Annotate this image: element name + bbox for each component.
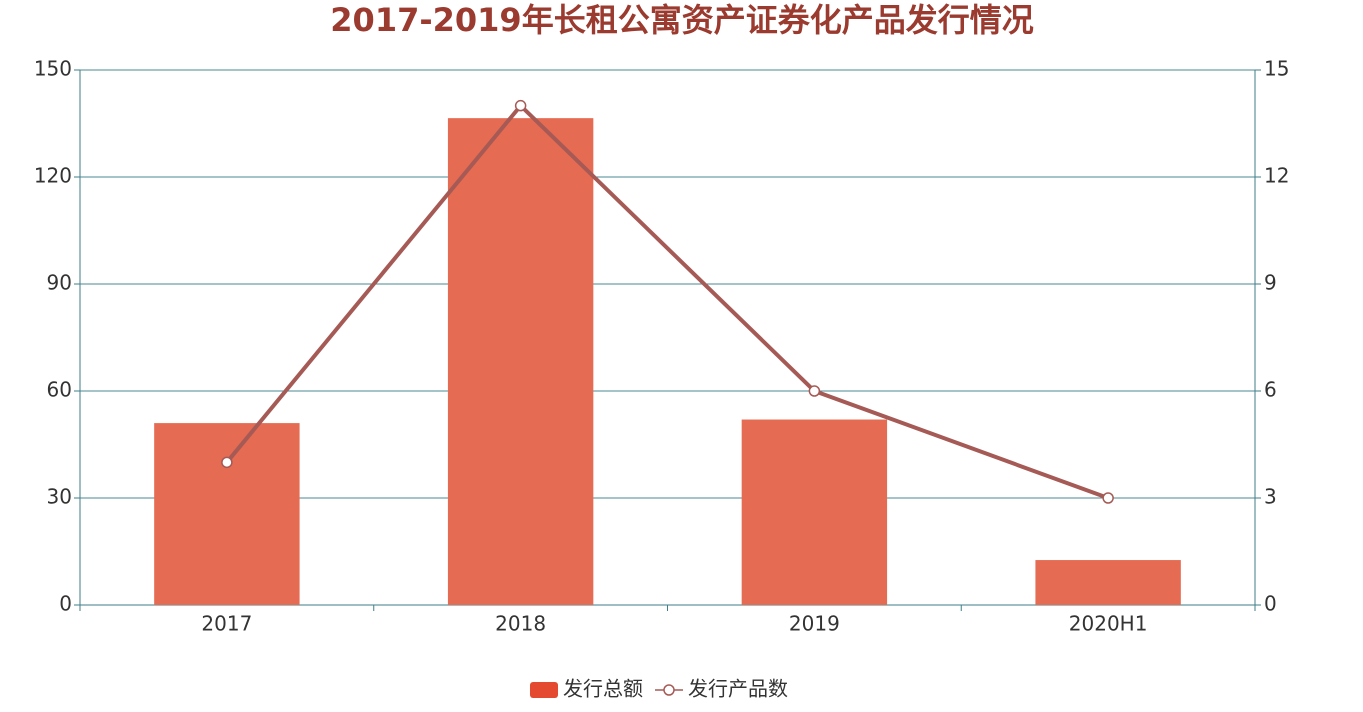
line-point [1102,492,1114,504]
line [225,102,1109,500]
legend-label: 发行总额 [563,677,643,701]
line-point [514,99,527,112]
bar [447,118,594,606]
y2-tick-label: 3 [1264,485,1277,509]
y2-tick-label: 15 [1264,57,1289,81]
bar [154,423,300,605]
y-tick-label: 120 [34,164,72,188]
legend-item[interactable]: 发行产品数 [655,677,788,701]
y2-tick-label: 9 [1264,271,1277,295]
line-point [808,385,821,397]
legend-label: 发行产品数 [688,677,788,701]
bar [741,419,888,605]
bar [1035,560,1181,605]
y-tick-label: 90 [47,271,72,295]
y-tick-label: 60 [47,378,72,402]
legend-swatch [530,682,558,698]
x-tick-label: 2018 [495,612,546,636]
y-tick-label: 30 [47,485,72,509]
legend-swatch [663,684,675,696]
x-tick-label: 2019 [789,612,840,636]
line-point [221,456,233,469]
y2-tick-label: 12 [1264,164,1289,188]
y-tick-label: 0 [59,592,72,616]
legend-item[interactable]: 发行总额 [530,677,643,701]
y2-tick-label: 0 [1264,592,1277,616]
x-tick-label: 2020H1 [1069,612,1148,636]
chart-title: 2017-2019年长租公寓资产证券化产品发行情况 [330,1,1033,39]
y-tick-label: 150 [34,57,72,81]
x-tick-label: 2017 [201,612,252,636]
y2-tick-label: 6 [1264,378,1277,402]
